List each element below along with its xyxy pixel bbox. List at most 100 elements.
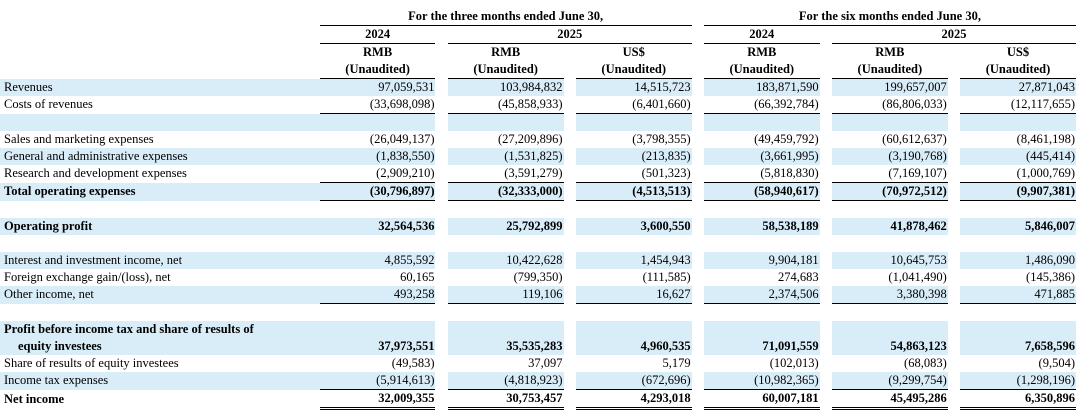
cell-value: (501,323) <box>575 165 692 183</box>
row-label: Share of results of equity investees <box>4 356 179 370</box>
row-label: General and administrative expenses <box>0 148 320 165</box>
cell-value: (9,299,754) <box>831 372 948 390</box>
cell-value: 32,009,355 <box>319 389 436 410</box>
table-row: Net income 32,009,355 30,753,457 4,293,0… <box>0 389 1076 410</box>
cell-value: 10,422,628 <box>447 252 564 269</box>
cell-value: (3,661,995) <box>703 148 820 165</box>
cell-value: 54,863,123 <box>831 338 948 355</box>
cell-value: 71,091,559 <box>703 338 820 355</box>
cell-value: (145,386) <box>1026 270 1075 284</box>
cell-value: (33,698,098) <box>319 96 436 114</box>
cell-value: 45,495,286 <box>831 389 948 410</box>
year-header: 2025 <box>831 25 1076 44</box>
spacer-row <box>0 201 1076 219</box>
cell-value: 97,059,531 <box>319 78 436 96</box>
currency-header-row: RMB RMB US$ RMB RMB US$ <box>0 44 1076 62</box>
table-row: Interest and investment income, net 4,85… <box>0 252 1076 269</box>
row-label: Costs of revenues <box>4 97 93 112</box>
cell-value: 7,658,596 <box>960 338 1076 355</box>
table-row: Income tax expenses (5,914,613) (4,818,9… <box>0 372 1076 390</box>
cell-value: 199,657,007 <box>831 78 948 96</box>
table-row: Operating profit 32,564,536 25,792,899 3… <box>0 218 1076 235</box>
table-row: Sales and marketing expenses (26,049,137… <box>0 131 1076 148</box>
cell-value: 1,486,090 <box>960 252 1076 269</box>
spacer-row <box>0 235 1076 252</box>
row-label: Profit before income tax and share of re… <box>0 321 320 338</box>
row-label: Net income <box>4 391 65 406</box>
audit-header: (Unaudited) <box>319 61 436 79</box>
cell-value: 60,165 <box>400 270 435 284</box>
cell-value: 32,564,536 <box>319 218 436 235</box>
table-row: Total operating expenses (30,796,897) (3… <box>0 182 1076 201</box>
cell-value: (3,798,355) <box>632 132 691 146</box>
cell-value: (27,209,896) <box>497 132 563 146</box>
row-label: Research and development expenses <box>4 166 187 181</box>
cell-value: (12,117,655) <box>960 96 1076 114</box>
cell-value: (102,013) <box>769 356 819 370</box>
cell-value: 3,380,398 <box>831 286 948 304</box>
currency-header: RMB <box>363 45 393 59</box>
three-months-header: For the three months ended June 30, <box>319 8 692 26</box>
cell-value: (1,000,769) <box>960 165 1076 183</box>
cell-value: 35,535,283 <box>447 338 564 355</box>
cell-value: (213,835) <box>575 148 692 165</box>
cell-value: 30,753,457 <box>447 389 564 410</box>
cell-value: (6,401,660) <box>575 96 692 114</box>
cell-value: (4,818,923) <box>447 372 564 390</box>
cell-value: (86,806,033) <box>831 96 948 114</box>
audit-header-row: (Unaudited) (Unaudited) (Unaudited) (Una… <box>0 61 1076 79</box>
row-label: Total operating expenses <box>0 182 320 201</box>
spacer-row <box>0 304 1076 322</box>
currency-header: RMB <box>747 45 777 59</box>
currency-header: US$ <box>622 45 645 59</box>
table-row: Share of results of equity investees (49… <box>0 355 1076 372</box>
table-row: Research and development expenses (2,909… <box>0 165 1076 183</box>
cell-value: (1,041,490) <box>888 270 947 284</box>
cell-value: 3,600,550 <box>575 218 692 235</box>
cell-value: 2,374,506 <box>703 286 820 304</box>
cell-value: (5,914,613) <box>319 372 436 390</box>
cell-value: (2,909,210) <box>319 165 436 183</box>
cell-value: (1,531,825) <box>447 148 564 165</box>
audit-header: (Unaudited) <box>960 61 1076 79</box>
cell-value: 119,106 <box>447 286 564 304</box>
currency-header: RMB <box>875 45 905 59</box>
cell-value: 41,878,462 <box>831 218 948 235</box>
cell-value: 60,007,181 <box>703 389 820 410</box>
currency-header: RMB <box>491 45 521 59</box>
cell-value: 5,179 <box>662 356 691 370</box>
cell-value: (8,461,198) <box>1016 132 1075 146</box>
cell-value: (1,298,196) <box>960 372 1076 390</box>
year-header: 2025 <box>447 25 692 44</box>
cell-value: (32,333,000) <box>447 182 564 201</box>
cell-value: 183,871,590 <box>703 78 820 96</box>
cell-value: 103,984,832 <box>447 78 564 96</box>
audit-header: (Unaudited) <box>703 61 820 79</box>
cell-value: 493,258 <box>319 286 436 304</box>
row-label: Operating profit <box>0 218 320 235</box>
table-row: Revenues 97,059,531 103,984,832 14,515,7… <box>0 78 1076 96</box>
table-row: Foreign exchange gain/(loss), net 60,165… <box>0 269 1076 286</box>
cell-value: (68,083) <box>904 356 947 370</box>
cell-value: (70,972,512) <box>831 182 948 201</box>
table-row: Other income, net 493,258 119,106 16,627… <box>0 286 1076 304</box>
cell-value: (10,982,365) <box>703 372 820 390</box>
cell-value: 6,350,896 <box>960 389 1076 410</box>
table-row: General and administrative expenses (1,8… <box>0 148 1076 165</box>
spacer-row <box>0 113 1076 131</box>
row-label: Revenues <box>0 78 320 96</box>
cell-value: (1,838,550) <box>319 148 436 165</box>
period-header-row: For the three months ended June 30, For … <box>0 8 1076 26</box>
year-header: 2024 <box>319 25 436 44</box>
cell-value: (66,392,784) <box>703 96 820 114</box>
cell-value: (672,696) <box>575 372 692 390</box>
cell-value: (9,907,381) <box>960 182 1076 201</box>
cell-value: (3,591,279) <box>447 165 564 183</box>
cell-value: 274,683 <box>778 270 819 284</box>
cell-value: (799,350) <box>513 270 563 284</box>
income-statement-table: For the three months ended June 30, For … <box>0 8 1076 410</box>
audit-header: (Unaudited) <box>831 61 948 79</box>
cell-value: (26,049,137) <box>369 132 435 146</box>
row-label: Other income, net <box>0 286 320 304</box>
